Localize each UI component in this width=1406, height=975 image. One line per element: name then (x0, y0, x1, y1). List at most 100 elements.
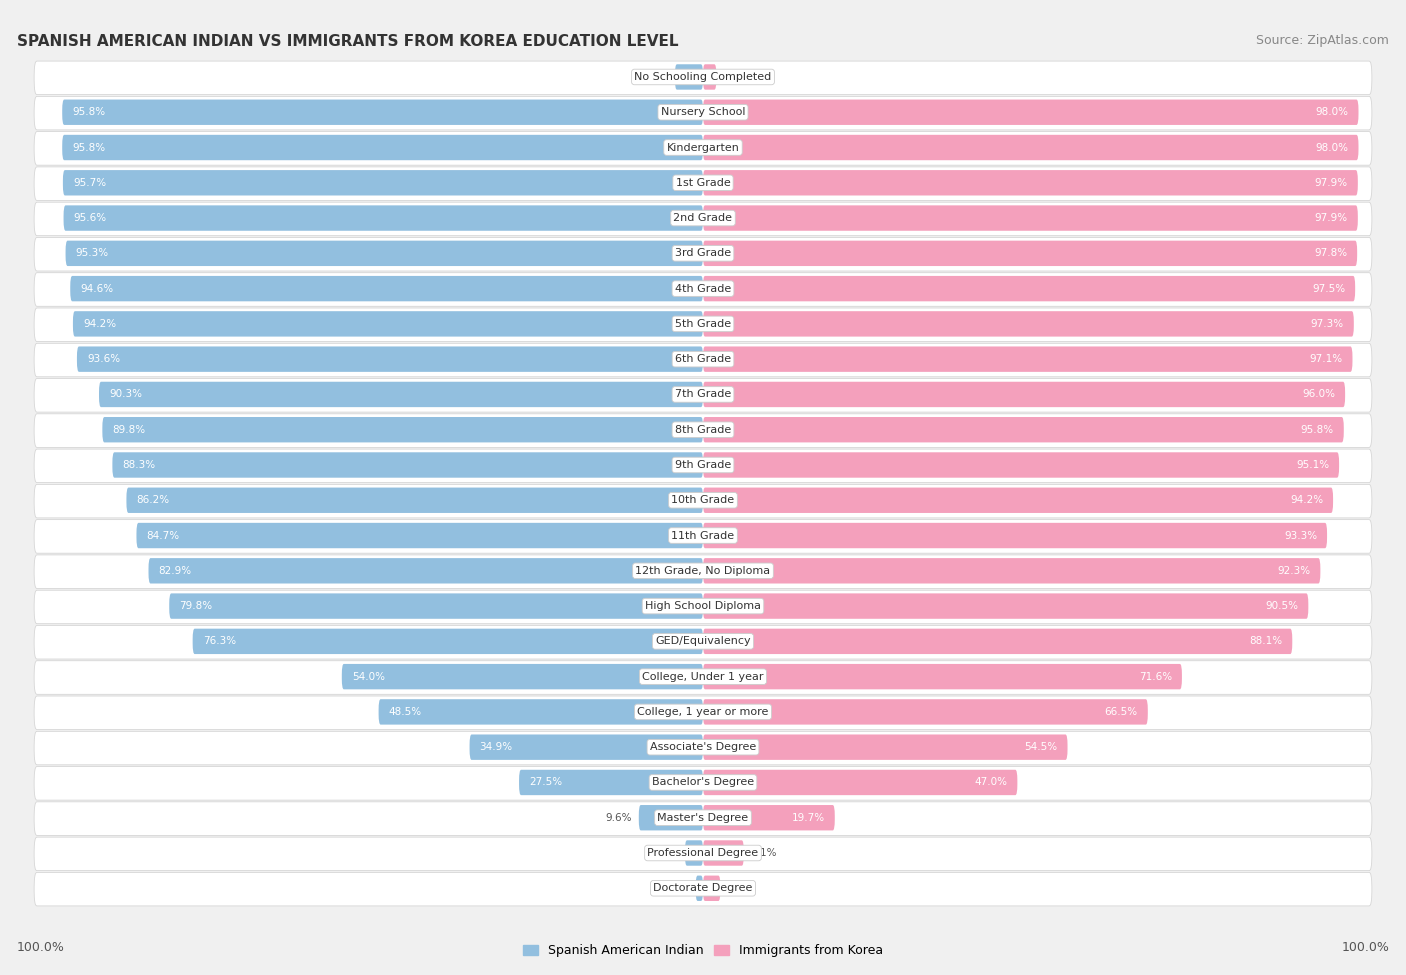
FancyBboxPatch shape (703, 170, 1358, 196)
Text: 95.6%: 95.6% (73, 214, 107, 223)
Text: 6th Grade: 6th Grade (675, 354, 731, 365)
FancyBboxPatch shape (703, 876, 720, 901)
FancyBboxPatch shape (703, 523, 1327, 548)
Text: 76.3%: 76.3% (202, 637, 236, 646)
Text: 82.9%: 82.9% (159, 566, 191, 576)
Text: 12th Grade, No Diploma: 12th Grade, No Diploma (636, 566, 770, 576)
Text: 100.0%: 100.0% (17, 941, 65, 954)
Text: 100.0%: 100.0% (1341, 941, 1389, 954)
FancyBboxPatch shape (342, 664, 703, 689)
Text: 4th Grade: 4th Grade (675, 284, 731, 293)
FancyBboxPatch shape (98, 382, 703, 408)
Text: 2.7%: 2.7% (652, 848, 678, 858)
Text: 95.8%: 95.8% (72, 142, 105, 152)
Text: 1.1%: 1.1% (662, 883, 689, 893)
FancyBboxPatch shape (703, 382, 1346, 408)
FancyBboxPatch shape (34, 449, 1372, 483)
FancyBboxPatch shape (34, 413, 1372, 448)
Text: 97.3%: 97.3% (1310, 319, 1344, 329)
FancyBboxPatch shape (63, 206, 703, 231)
Text: No Schooling Completed: No Schooling Completed (634, 72, 772, 82)
FancyBboxPatch shape (703, 241, 1357, 266)
Text: 95.7%: 95.7% (73, 177, 105, 188)
FancyBboxPatch shape (638, 805, 703, 831)
Text: 94.6%: 94.6% (80, 284, 114, 293)
FancyBboxPatch shape (34, 520, 1372, 553)
Text: 5th Grade: 5th Grade (675, 319, 731, 329)
FancyBboxPatch shape (34, 343, 1372, 376)
FancyBboxPatch shape (112, 452, 703, 478)
FancyBboxPatch shape (703, 452, 1339, 478)
FancyBboxPatch shape (703, 64, 717, 90)
FancyBboxPatch shape (675, 64, 703, 90)
FancyBboxPatch shape (103, 417, 703, 443)
Text: High School Diploma: High School Diploma (645, 601, 761, 611)
Text: Bachelor's Degree: Bachelor's Degree (652, 777, 754, 788)
FancyBboxPatch shape (470, 734, 703, 760)
FancyBboxPatch shape (703, 99, 1358, 125)
FancyBboxPatch shape (703, 346, 1353, 371)
FancyBboxPatch shape (703, 664, 1182, 689)
Text: 92.3%: 92.3% (1277, 566, 1310, 576)
Text: 97.8%: 97.8% (1315, 249, 1347, 258)
FancyBboxPatch shape (63, 170, 703, 196)
Text: 3rd Grade: 3rd Grade (675, 249, 731, 258)
Text: 95.8%: 95.8% (1301, 425, 1334, 435)
Text: Kindergarten: Kindergarten (666, 142, 740, 152)
Text: 97.9%: 97.9% (1315, 214, 1348, 223)
Text: 47.0%: 47.0% (974, 777, 1007, 788)
Text: 86.2%: 86.2% (136, 495, 170, 505)
Text: 90.5%: 90.5% (1265, 601, 1298, 611)
FancyBboxPatch shape (703, 805, 835, 831)
Text: Professional Degree: Professional Degree (647, 848, 759, 858)
FancyBboxPatch shape (66, 241, 703, 266)
Text: 88.3%: 88.3% (122, 460, 156, 470)
FancyBboxPatch shape (127, 488, 703, 513)
FancyBboxPatch shape (34, 378, 1372, 412)
FancyBboxPatch shape (34, 766, 1372, 800)
FancyBboxPatch shape (62, 99, 703, 125)
Text: 54.5%: 54.5% (1025, 742, 1057, 752)
FancyBboxPatch shape (193, 629, 703, 654)
Text: 2.0%: 2.0% (723, 72, 749, 82)
Text: Master's Degree: Master's Degree (658, 813, 748, 823)
Text: 9th Grade: 9th Grade (675, 460, 731, 470)
Text: 19.7%: 19.7% (792, 813, 825, 823)
Text: 89.8%: 89.8% (112, 425, 145, 435)
FancyBboxPatch shape (149, 558, 703, 583)
FancyBboxPatch shape (703, 594, 1309, 619)
FancyBboxPatch shape (34, 661, 1372, 694)
Text: College, 1 year or more: College, 1 year or more (637, 707, 769, 717)
FancyBboxPatch shape (34, 485, 1372, 518)
FancyBboxPatch shape (703, 311, 1354, 336)
Text: 95.3%: 95.3% (76, 249, 108, 258)
FancyBboxPatch shape (34, 202, 1372, 236)
Text: Source: ZipAtlas.com: Source: ZipAtlas.com (1256, 34, 1389, 47)
FancyBboxPatch shape (34, 61, 1372, 95)
Text: 48.5%: 48.5% (388, 707, 422, 717)
FancyBboxPatch shape (703, 558, 1320, 583)
FancyBboxPatch shape (696, 876, 703, 901)
FancyBboxPatch shape (34, 590, 1372, 624)
FancyBboxPatch shape (378, 699, 703, 724)
Text: 90.3%: 90.3% (110, 389, 142, 400)
FancyBboxPatch shape (70, 276, 703, 301)
Text: College, Under 1 year: College, Under 1 year (643, 672, 763, 682)
Text: 71.6%: 71.6% (1139, 672, 1171, 682)
Text: 66.5%: 66.5% (1105, 707, 1137, 717)
FancyBboxPatch shape (34, 308, 1372, 341)
Text: Doctorate Degree: Doctorate Degree (654, 883, 752, 893)
Text: 95.8%: 95.8% (72, 107, 105, 117)
Text: Nursery School: Nursery School (661, 107, 745, 117)
Text: 95.1%: 95.1% (1296, 460, 1329, 470)
FancyBboxPatch shape (136, 523, 703, 548)
FancyBboxPatch shape (685, 840, 703, 866)
FancyBboxPatch shape (34, 238, 1372, 271)
FancyBboxPatch shape (34, 801, 1372, 836)
FancyBboxPatch shape (703, 699, 1147, 724)
FancyBboxPatch shape (703, 734, 1067, 760)
Text: 98.0%: 98.0% (1316, 142, 1348, 152)
FancyBboxPatch shape (77, 346, 703, 371)
FancyBboxPatch shape (703, 135, 1358, 160)
Text: 54.0%: 54.0% (352, 672, 385, 682)
